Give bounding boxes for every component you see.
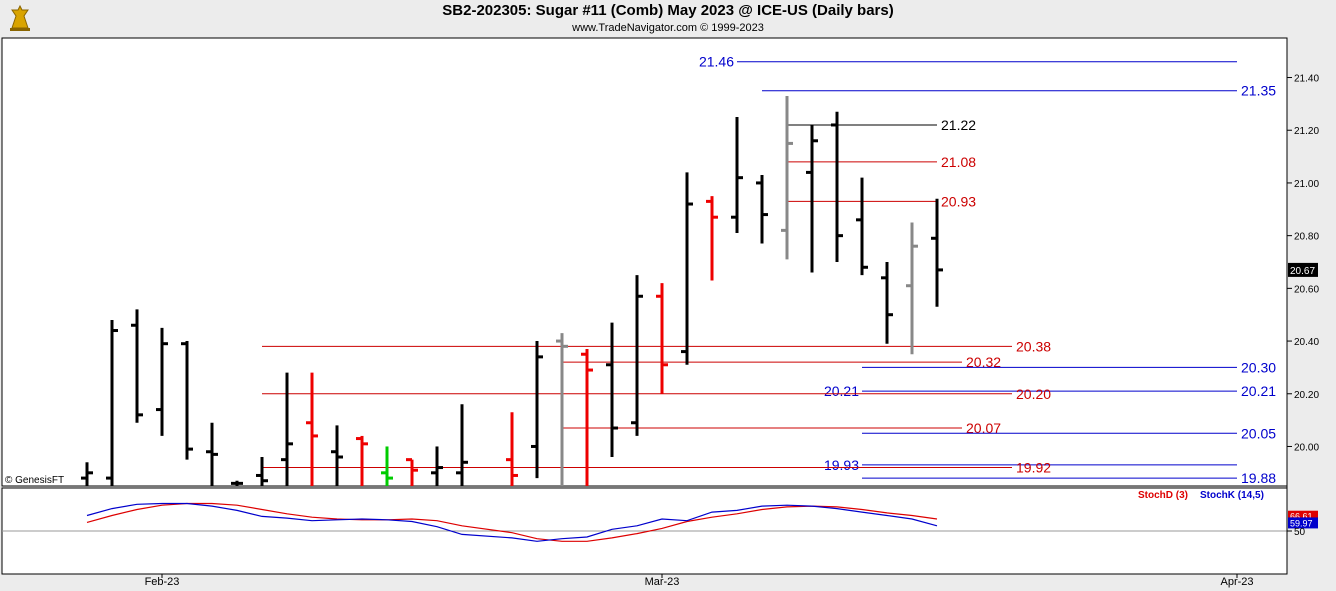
level-label: 20.07 bbox=[966, 420, 1001, 436]
ohlc-bar bbox=[781, 95, 793, 260]
ohlc-bars bbox=[81, 95, 943, 486]
level-label: 19.92 bbox=[1016, 460, 1051, 476]
x-tick-label: Apr-23 bbox=[1220, 576, 1253, 588]
level-label: 20.05 bbox=[1241, 425, 1276, 441]
x-tick-label: Feb-23 bbox=[145, 576, 180, 588]
watermark: © GenesisFT bbox=[5, 475, 64, 486]
level-label: 20.21 bbox=[1241, 383, 1276, 399]
chart-subtitle: www.TradeNavigator.com © 1999-2023 bbox=[572, 22, 764, 34]
level-label: 21.35 bbox=[1241, 83, 1276, 99]
chart-title: SB2-202305: Sugar #11 (Comb) May 2023 @ … bbox=[442, 2, 894, 19]
ohlc-bar bbox=[906, 222, 918, 355]
ohlc-bar bbox=[206, 422, 218, 486]
ohlc-bar bbox=[231, 480, 243, 486]
price-panel bbox=[1, 37, 1288, 487]
y-tick-label: 20.00 bbox=[1294, 442, 1319, 453]
ohlc-bar bbox=[756, 175, 768, 244]
level-label: 20.20 bbox=[1016, 386, 1051, 402]
y-tick-label: 20.20 bbox=[1294, 390, 1319, 401]
stochk-value-label: 59.97 bbox=[1290, 518, 1313, 528]
ohlc-bar bbox=[831, 111, 843, 262]
level-label: 19.88 bbox=[1241, 470, 1276, 486]
ohlc-bar bbox=[381, 446, 393, 486]
ohlc-bar bbox=[556, 333, 568, 486]
last-price-box bbox=[1288, 262, 1318, 277]
level-label: 21.08 bbox=[941, 154, 976, 170]
level-label: 20.38 bbox=[1016, 338, 1051, 354]
x-tick-label: Mar-23 bbox=[645, 576, 680, 588]
ohlc-bar bbox=[581, 348, 593, 486]
y-tick-label: 20.60 bbox=[1294, 284, 1319, 295]
legend-stochd: StochD (3) bbox=[1138, 490, 1188, 501]
chart-header: SB2-202305: Sugar #11 (Comb) May 2023 @ … bbox=[0, 0, 1336, 38]
level-label: 20.32 bbox=[966, 354, 1001, 370]
ohlc-bar bbox=[431, 446, 443, 486]
stochK-line bbox=[86, 502, 938, 542]
level-label: 20.93 bbox=[941, 193, 976, 209]
ohlc-bar bbox=[931, 198, 943, 307]
level-label: 20.21 bbox=[824, 383, 859, 399]
level-label: 19.93 bbox=[824, 457, 859, 473]
ohlc-bar bbox=[506, 412, 518, 486]
ohlc-bar bbox=[881, 262, 893, 344]
ohlc-bar bbox=[656, 283, 668, 394]
y-tick-label: 21.00 bbox=[1294, 179, 1319, 190]
ohlc-bar bbox=[806, 124, 818, 273]
ohlc-bar bbox=[406, 458, 418, 486]
ohlc-bar bbox=[356, 435, 368, 486]
level-label: 21.46 bbox=[699, 54, 734, 70]
legend-stochk: StochK (14,5) bbox=[1200, 490, 1264, 501]
ohlc-bar bbox=[131, 309, 143, 423]
ohlc-bar bbox=[156, 327, 168, 436]
stoch-tick-label: 50 bbox=[1294, 527, 1306, 538]
ohlc-bar bbox=[631, 275, 643, 436]
ohlc-bar bbox=[681, 172, 693, 365]
ohlc-bar bbox=[81, 462, 93, 486]
ohlc-bar bbox=[531, 341, 543, 479]
ohlc-bar bbox=[606, 322, 618, 458]
ohlc-bar bbox=[331, 425, 343, 486]
trade-navigator-logo-icon bbox=[10, 4, 30, 31]
stochk-value-box bbox=[1288, 517, 1318, 529]
ohlc-bar bbox=[306, 372, 318, 486]
last-price-label: 20.67 bbox=[1290, 266, 1315, 277]
ohlc-bar bbox=[106, 319, 118, 486]
ohlc-bar bbox=[181, 341, 193, 460]
ohlc-bar bbox=[856, 177, 868, 276]
y-tick-label: 20.80 bbox=[1294, 232, 1319, 243]
level-label: 20.30 bbox=[1241, 359, 1276, 375]
stochd-value-box bbox=[1288, 510, 1318, 522]
ohlc-bar bbox=[256, 457, 268, 486]
ohlc-bar bbox=[281, 372, 293, 486]
y-tick-label: 20.40 bbox=[1294, 337, 1319, 348]
level-label: 21.22 bbox=[941, 117, 976, 133]
ohlc-bar bbox=[706, 196, 718, 281]
ohlc-bar bbox=[731, 117, 743, 234]
y-tick-label: 21.40 bbox=[1294, 74, 1319, 85]
stochD-line bbox=[86, 502, 938, 542]
y-tick-label: 21.20 bbox=[1294, 126, 1319, 137]
stochd-value-label: 66.61 bbox=[1290, 512, 1313, 522]
ohlc-bar bbox=[456, 404, 468, 486]
